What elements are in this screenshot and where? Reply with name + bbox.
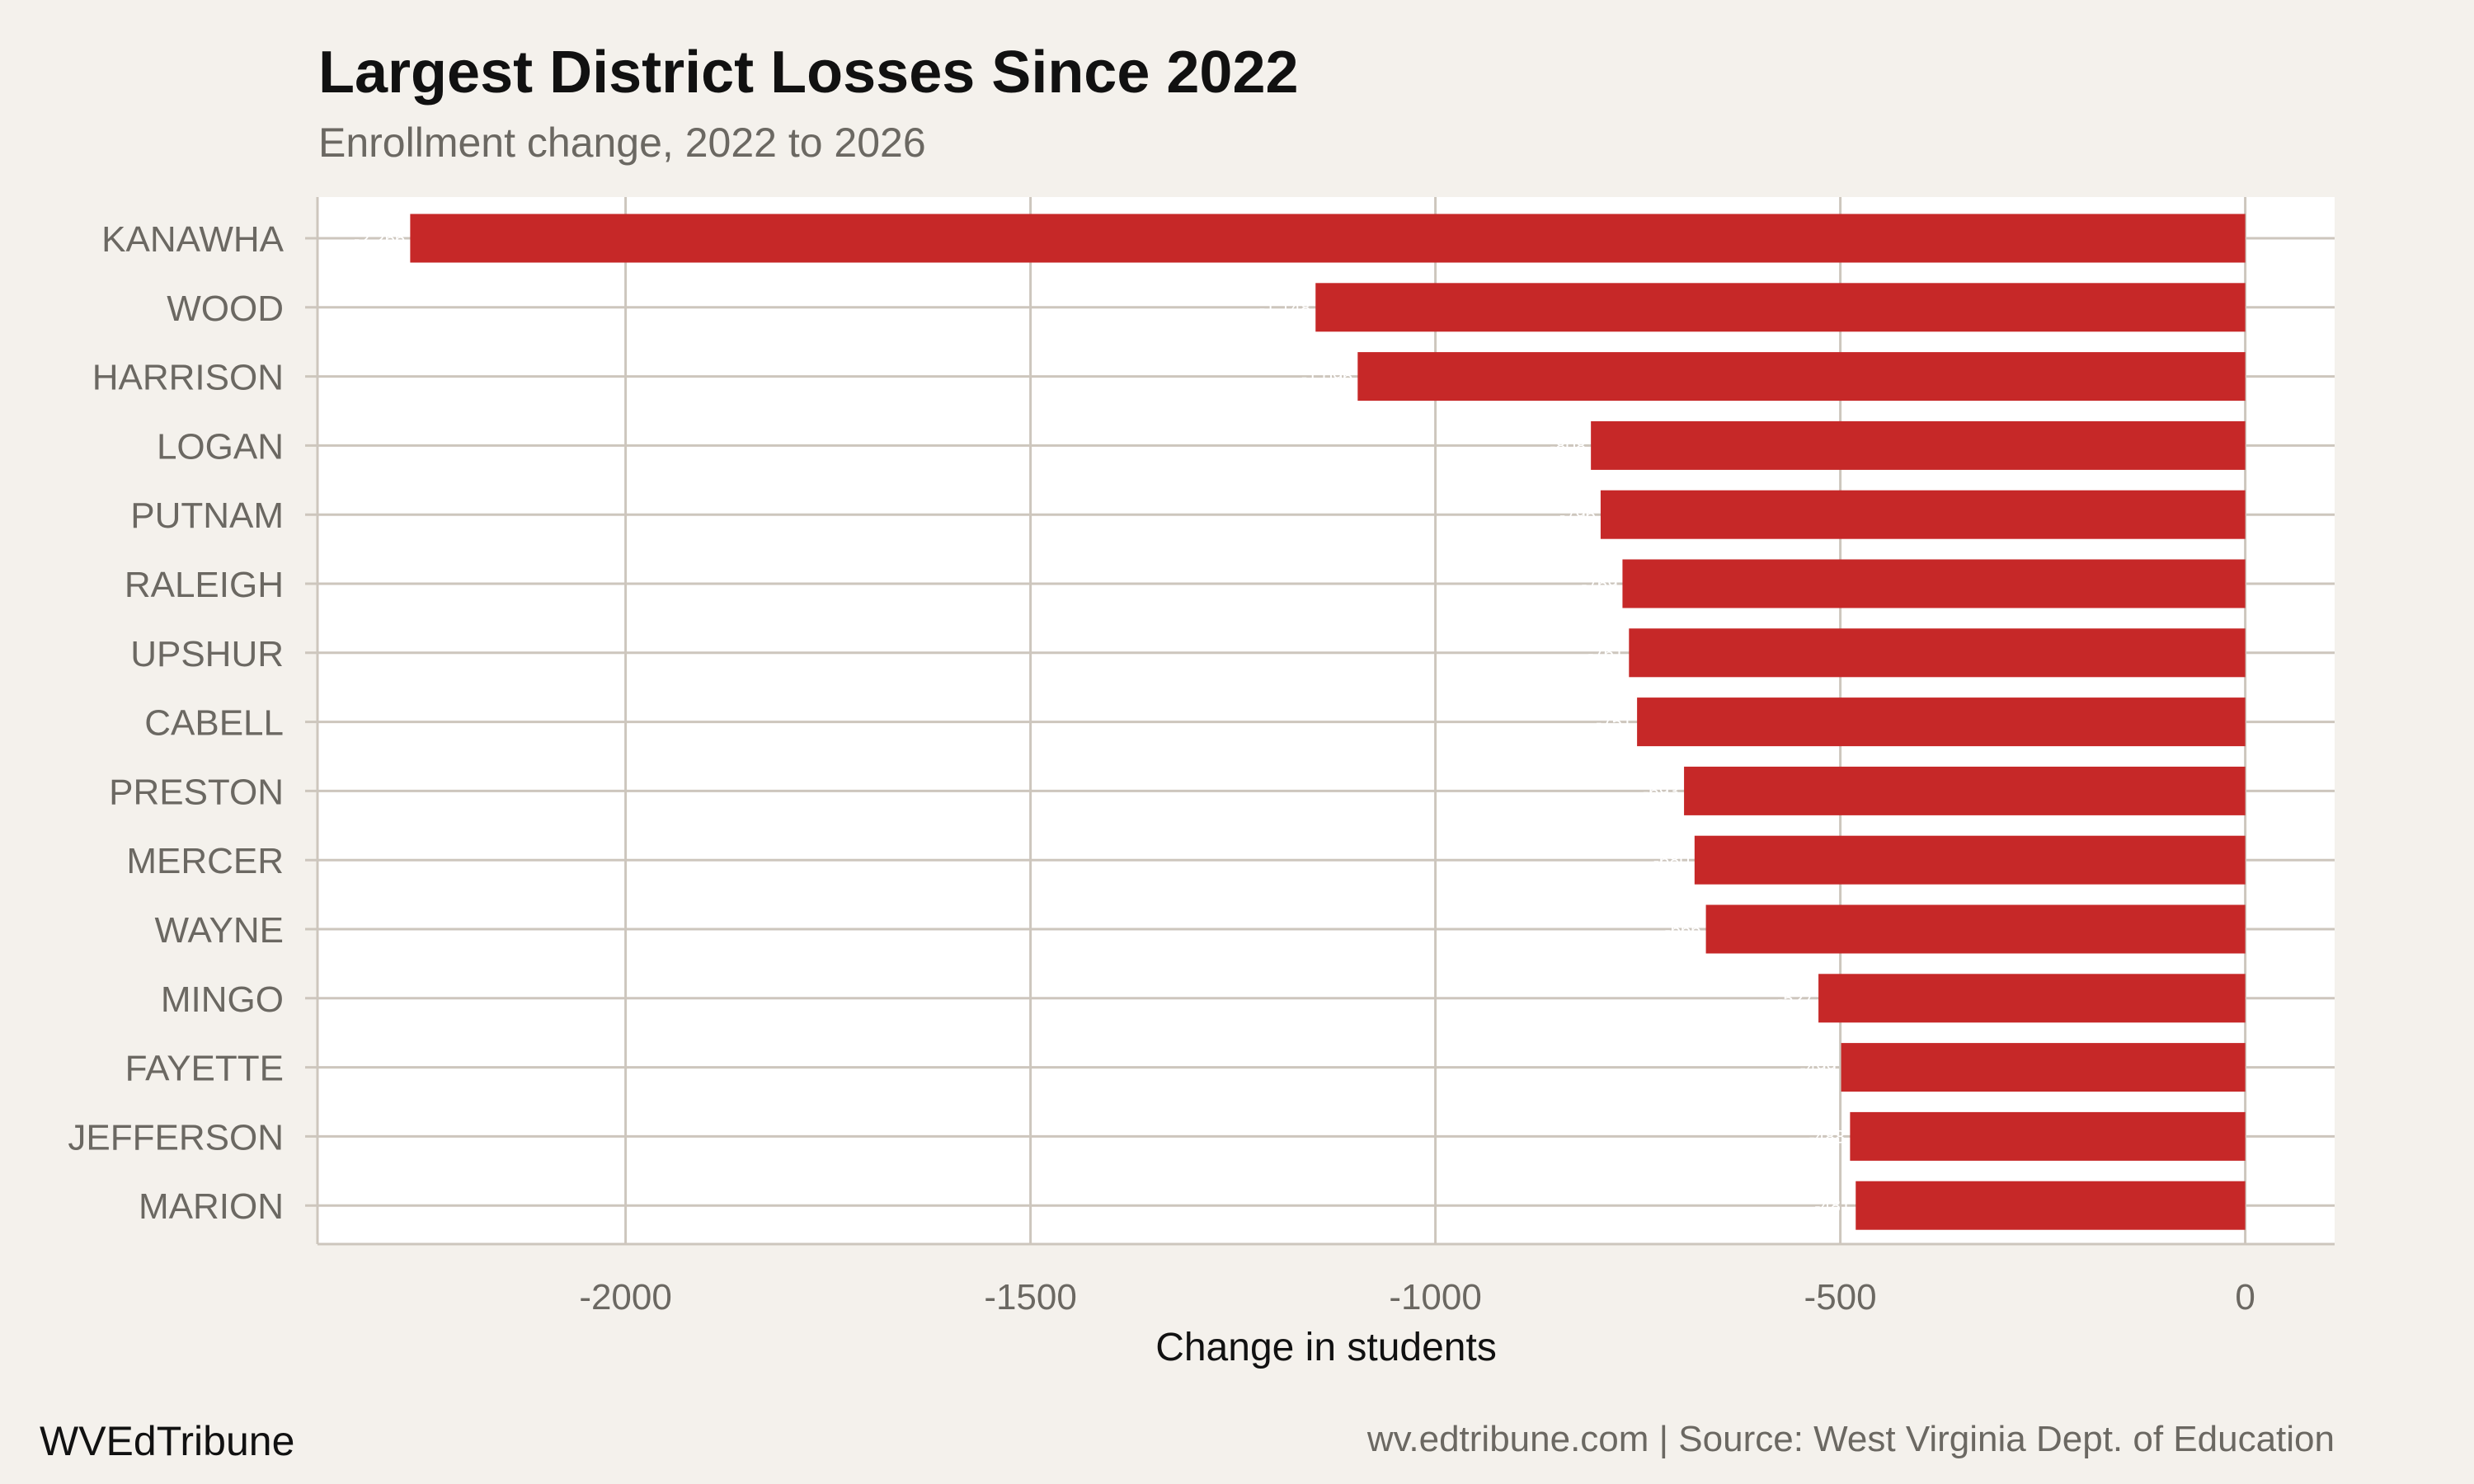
data-label: -527: [1777, 989, 1813, 1009]
x-tick-label: 0: [2235, 1277, 2255, 1317]
brand-label: WVEdTribune: [40, 1418, 294, 1464]
bar-preston: [1684, 766, 2246, 815]
category-label: PRESTON: [109, 772, 284, 812]
bar-fayette: [1841, 1043, 2246, 1092]
data-label: -680: [1653, 850, 1690, 871]
category-label: JEFFERSON: [68, 1117, 284, 1158]
bar-mercer: [1694, 835, 2246, 885]
bar-logan: [1591, 420, 2246, 470]
category-label: UPSHUR: [130, 634, 284, 674]
x-axis-ticks: -2000 -1500 -1000 -500 0: [579, 1277, 2255, 1317]
category-label: HARRISON: [92, 358, 284, 398]
source-note: wv.edtribune.com | Source: West Virginia…: [1366, 1419, 2335, 1459]
data-label: -796: [1559, 505, 1596, 525]
bar-marion: [1856, 1181, 2246, 1230]
data-label: -1,096: [1301, 367, 1352, 387]
data-label: -2,266: [354, 228, 405, 249]
category-label: KANAWHA: [101, 219, 284, 260]
data-label: -499: [1800, 1058, 1837, 1078]
bar-putnam: [1600, 490, 2246, 539]
category-label: CABELL: [144, 703, 284, 744]
data-label: -1,148: [1259, 298, 1310, 318]
chart-subtitle: Enrollment change, 2022 to 2026: [318, 120, 926, 166]
category-label: PUTNAM: [130, 495, 284, 536]
bar-raleigh: [1622, 559, 2246, 608]
data-label: -488: [1808, 1126, 1845, 1147]
x-tick-label: -500: [1804, 1277, 1877, 1317]
data-label: -751: [1596, 712, 1632, 733]
bar-mingo: [1818, 974, 2246, 1023]
chart-title: Largest District Losses Since 2022: [318, 40, 1299, 106]
category-label: MERCER: [126, 841, 284, 881]
category-label: MARION: [139, 1186, 284, 1227]
bar-cabell: [1637, 697, 2246, 747]
bars: -2,266 -1,148 -1,096 -808 -796 -769 -761 -751 -6…: [354, 214, 2246, 1230]
data-label: -761: [1587, 643, 1624, 664]
category-label: WOOD: [167, 289, 284, 329]
data-label: -808: [1550, 435, 1586, 456]
x-axis-title: Change in students: [1155, 1326, 1497, 1369]
data-label: -666: [1665, 919, 1701, 940]
category-label: FAYETTE: [125, 1049, 284, 1089]
category-label: MINGO: [161, 979, 284, 1020]
x-tick-label: -2000: [579, 1277, 672, 1317]
data-label: -769: [1581, 574, 1617, 594]
bar-harrison: [1357, 352, 2246, 402]
category-label: LOGAN: [157, 426, 284, 467]
y-axis-labels: KANAWHA WOOD HARRISON LOGAN PUTNAM RALEIGH UPS…: [68, 219, 284, 1227]
data-label: -481: [1814, 1195, 1851, 1216]
bar-wayne: [1705, 904, 2246, 954]
x-tick-label: -1500: [984, 1277, 1077, 1317]
category-label: WAYNE: [155, 910, 284, 951]
bar-kanawha: [410, 214, 2246, 263]
data-label: -693: [1643, 781, 1679, 801]
bar-jefferson: [1850, 1111, 2246, 1161]
category-label: RALEIGH: [125, 565, 284, 605]
bar-upshur: [1629, 628, 2246, 678]
bar-wood: [1315, 283, 2246, 332]
x-tick-label: -1000: [1389, 1277, 1482, 1317]
